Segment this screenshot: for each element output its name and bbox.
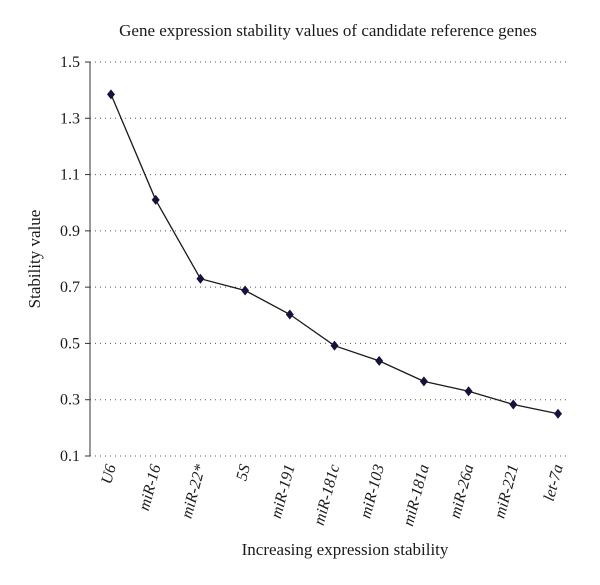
x-tick-label: miR-181c	[311, 463, 344, 527]
y-tick-label: 1.3	[60, 110, 80, 127]
data-point-mir-191	[285, 309, 294, 320]
data-point-mir-181a	[419, 376, 428, 387]
series-line	[110, 94, 559, 415]
x-tick-label: let-7a	[541, 463, 567, 503]
gridlines	[85, 61, 570, 457]
x-tick-label: miR-103	[357, 463, 388, 521]
x-tick-label: miR-16	[136, 463, 165, 513]
data-point-mir-221	[509, 399, 518, 410]
data-point-5s	[241, 285, 250, 296]
data-point-u6	[107, 89, 115, 100]
x-tick-label: miR-221	[491, 463, 522, 521]
x-tick-label: 5S	[233, 463, 254, 483]
y-tick-labels: 1.5 1.3 1.1 0.9 0.7 0.5 0.3 0.1	[60, 54, 80, 465]
y-tick-label: 0.1	[60, 448, 80, 465]
y-tick-label: 0.3	[60, 392, 80, 409]
x-tick-label: miR-191	[268, 463, 299, 521]
y-tick-label: 1.5	[60, 54, 80, 71]
y-tick-label: 0.7	[60, 279, 80, 296]
data-point-let-7a	[554, 408, 562, 419]
data-point-mir-181c	[330, 340, 339, 351]
data-point-mir-16	[151, 194, 160, 205]
y-tick-label: 0.5	[60, 335, 80, 352]
x-tick-label: U6	[98, 463, 119, 486]
x-tick-label: miR-26a	[447, 463, 478, 521]
x-axis-label: Increasing expression stability	[242, 540, 449, 559]
x-tick-label: miR-181a	[400, 463, 433, 528]
x-tick-labels: U6 miR-16 miR-22* 5S miR-191 miR-181c miR-103 m…	[98, 463, 566, 528]
y-tick-label: 1.1	[60, 167, 80, 184]
x-tick-label: miR-22*	[179, 463, 210, 521]
chart-title: Gene expression stability values of cand…	[119, 21, 537, 40]
y-axis-label: Stability value	[25, 210, 44, 309]
data-point-mir-103	[375, 355, 384, 366]
data-markers	[107, 89, 562, 419]
y-tick-label: 0.9	[60, 223, 80, 240]
data-point-mir-26a	[464, 386, 473, 397]
data-point-mir-22	[196, 273, 205, 284]
